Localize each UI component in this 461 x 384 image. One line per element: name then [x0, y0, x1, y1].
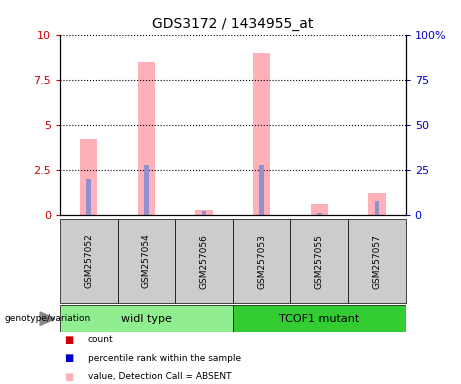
Bar: [348, 219, 406, 303]
Bar: [368, 194, 385, 215]
Bar: [290, 219, 348, 303]
Text: GSM257052: GSM257052: [84, 234, 93, 288]
Bar: [60, 305, 233, 332]
Text: genotype/variation: genotype/variation: [5, 314, 91, 323]
Bar: [259, 164, 264, 215]
Text: value, Detection Call = ABSENT: value, Detection Call = ABSENT: [88, 372, 231, 381]
Text: widl type: widl type: [121, 314, 172, 324]
Bar: [374, 200, 379, 215]
Polygon shape: [40, 312, 55, 326]
Text: GSM257057: GSM257057: [372, 234, 381, 288]
Bar: [253, 53, 270, 215]
Text: percentile rank within the sample: percentile rank within the sample: [88, 354, 241, 363]
Text: ■: ■: [65, 335, 74, 345]
Text: GSM257054: GSM257054: [142, 234, 151, 288]
Bar: [195, 210, 213, 215]
Text: GSM257056: GSM257056: [200, 234, 208, 288]
Title: GDS3172 / 1434955_at: GDS3172 / 1434955_at: [152, 17, 313, 31]
Text: GSM257055: GSM257055: [315, 234, 324, 288]
Bar: [86, 179, 91, 215]
Bar: [201, 212, 206, 215]
Text: TCOF1 mutant: TCOF1 mutant: [279, 314, 360, 324]
Text: ■: ■: [65, 372, 74, 382]
Bar: [233, 219, 290, 303]
Bar: [311, 204, 328, 215]
Bar: [144, 164, 148, 215]
Bar: [60, 219, 118, 303]
Bar: [138, 62, 155, 215]
Text: count: count: [88, 335, 113, 344]
Bar: [118, 219, 175, 303]
Bar: [80, 139, 97, 215]
Bar: [317, 213, 321, 215]
Text: GSM257053: GSM257053: [257, 234, 266, 288]
Bar: [233, 305, 406, 332]
Text: ■: ■: [65, 353, 74, 363]
Bar: [175, 219, 233, 303]
